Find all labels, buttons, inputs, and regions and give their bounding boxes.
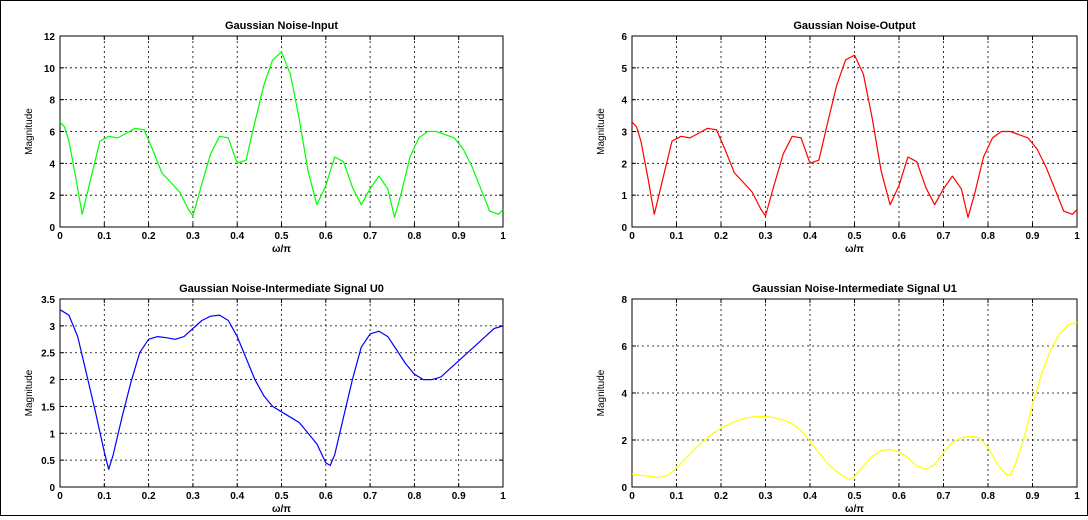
x-axis-label: ω/π (845, 504, 864, 515)
y-tick-label: 1 (621, 191, 627, 202)
x-tick-label: 0.3 (759, 491, 773, 502)
x-tick-label: 0.8 (981, 231, 995, 242)
x-tick-label: 0.1 (97, 491, 111, 502)
x-tick-label: 0.6 (892, 491, 906, 502)
y-tick-label: 0 (621, 223, 627, 234)
y-tick-label: 0.5 (41, 456, 55, 467)
subplot-3: 0 0.1 0.2 0.3 0.4 0.5 0.6 0.7 0.8 0.9 1 0 0.5 1 1.5 2 2.… (24, 283, 506, 515)
x-tick-label: 0.8 (407, 231, 421, 242)
y-tick-label: 8 (621, 295, 627, 306)
y-tick-label: 8 (49, 96, 55, 107)
y-tick-label: 6 (621, 32, 627, 43)
y-tick-label: 5 (621, 64, 627, 75)
y-tick-label: 0 (621, 483, 627, 494)
y-axis-label: Magnitude (24, 369, 35, 416)
x-tick-label: 0.5 (848, 491, 862, 502)
chart-title: Gaussian Noise-Intermediate Signal U1 (752, 283, 957, 295)
x-tick-label: 0.8 (981, 491, 995, 502)
y-tick-label: 10 (44, 64, 56, 75)
x-tick-label: 0.9 (452, 491, 466, 502)
x-tick-label: 0.2 (142, 491, 156, 502)
x-tick-label: 0.7 (363, 231, 377, 242)
y-axis-label: Magnitude (24, 108, 35, 155)
y-tick-label: 12 (44, 32, 56, 43)
y-tick-label: 4 (621, 96, 627, 107)
x-tick-label: 0.6 (319, 231, 333, 242)
x-tick-label: 0.6 (319, 491, 333, 502)
y-tick-label: 3 (49, 322, 55, 333)
x-tick-label: 0.5 (275, 491, 289, 502)
x-tick-label: 0.2 (714, 231, 728, 242)
x-tick-label: 1 (500, 491, 506, 502)
subplot-4: 0 0.1 0.2 0.3 0.4 0.5 0.6 0.7 0.8 0.9 1 0 2 4 6 8 Gaussi… (596, 283, 1080, 515)
y-tick-label: 3.5 (41, 295, 55, 306)
x-tick-label: 0.1 (670, 491, 684, 502)
x-tick-label: 0.7 (937, 491, 951, 502)
subplot-2: 0 0.1 0.2 0.3 0.4 0.5 0.6 0.7 0.8 0.9 1 0 1 2 3 4 5 6 Gaus… (596, 20, 1080, 255)
y-tick-label: 6 (49, 128, 55, 139)
y-axis-label: Magnitude (596, 108, 607, 155)
x-tick-label: 0.6 (892, 231, 906, 242)
x-tick-label: 0.1 (670, 231, 684, 242)
y-axis-label: Magnitude (596, 369, 607, 416)
x-tick-label: 0.8 (407, 491, 421, 502)
y-tick-label: 0 (49, 223, 55, 234)
x-tick-label: 0.5 (848, 231, 862, 242)
x-tick-label: 0.1 (97, 231, 111, 242)
x-tick-label: 0 (629, 231, 635, 242)
x-tick-label: 0 (57, 491, 63, 502)
x-tick-label: 0.2 (142, 231, 156, 242)
x-tick-label: 0.9 (1026, 231, 1040, 242)
x-tick-label: 1 (1074, 491, 1080, 502)
x-tick-label: 0 (57, 231, 63, 242)
x-tick-label: 0.3 (186, 231, 200, 242)
x-tick-label: 0.2 (714, 491, 728, 502)
plot-area (60, 299, 503, 487)
y-tick-label: 4 (49, 159, 55, 170)
chart-title: Gaussian Noise-Input (225, 20, 338, 32)
y-tick-label: 2 (49, 376, 55, 387)
x-tick-label: 0.4 (803, 491, 817, 502)
y-tick-label: 2 (621, 159, 627, 170)
x-tick-label: 0.7 (937, 231, 951, 242)
x-tick-label: 0.3 (759, 231, 773, 242)
x-tick-label: 0.5 (275, 231, 289, 242)
x-tick-label: 0.4 (803, 231, 817, 242)
y-tick-label: 2.5 (41, 349, 55, 360)
y-tick-label: 2 (49, 191, 55, 202)
y-tick-label: 0 (49, 483, 55, 494)
x-axis-label: ω/π (272, 504, 291, 515)
x-tick-label: 1 (1074, 231, 1080, 242)
y-tick-label: 4 (621, 389, 627, 400)
subplot-1: 0 0.1 0.2 0.3 0.4 0.5 0.6 0.7 0.8 0.9 1024681012Ga… (24, 20, 506, 255)
x-tick-label: 0.4 (230, 491, 244, 502)
y-tick-label: 2 (621, 436, 627, 447)
x-axis-label: ω/π (845, 244, 864, 255)
y-tick-label: 6 (621, 342, 627, 353)
y-tick-label: 1 (49, 429, 55, 440)
x-axis-label: ω/π (272, 244, 291, 255)
x-tick-label: 0.3 (186, 491, 200, 502)
chart-title: Gaussian Noise-Output (793, 20, 916, 32)
x-tick-label: 0 (629, 491, 635, 502)
x-tick-label: 0.7 (363, 491, 377, 502)
y-tick-label: 3 (621, 128, 627, 139)
x-tick-label: 0.4 (230, 231, 244, 242)
x-tick-label: 0.9 (1026, 491, 1040, 502)
y-tick-label: 1.5 (41, 402, 55, 413)
x-tick-label: 0.9 (452, 231, 466, 242)
chart-title: Gaussian Noise-Intermediate Signal U0 (179, 283, 384, 295)
x-tick-label: 1 (500, 231, 506, 242)
